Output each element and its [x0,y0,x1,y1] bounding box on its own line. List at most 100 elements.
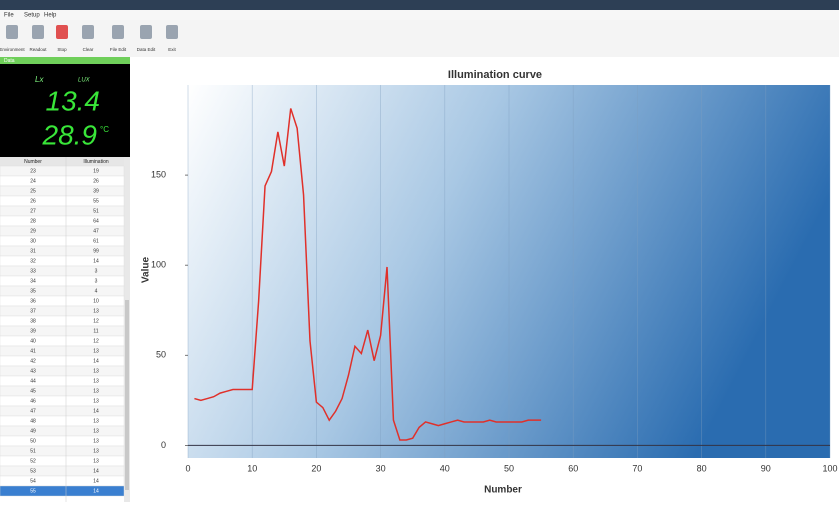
table-row[interactable] [0,165,125,177]
toolbar-icon[interactable] [32,25,44,39]
table-row[interactable] [0,235,125,247]
table-row[interactable] [0,175,125,187]
table-cell: 14 [93,488,99,494]
table-row[interactable] [0,415,125,427]
table-cell: 10 [93,298,99,304]
x-tick-label: 30 [376,463,386,473]
table-row[interactable] [0,325,125,337]
toolbar-label[interactable]: Readout [29,47,47,52]
table-row[interactable] [0,425,125,437]
table-cell: 46 [30,398,36,404]
table-cell: 27 [30,208,36,214]
table-cell: 12 [93,318,99,324]
toolbar-icon[interactable] [166,25,178,39]
table-row[interactable] [0,205,125,217]
table-cell: 42 [30,358,36,364]
table-cell: 4 [95,288,98,294]
x-tick-label: 0 [185,463,190,473]
x-tick-label: 40 [440,463,450,473]
table-cell: 13 [93,348,99,354]
toolbar-label[interactable]: File Edit [110,47,127,52]
table-row[interactable] [0,395,125,407]
temperature-unit: °C [100,125,109,134]
table-row[interactable] [0,485,125,497]
table-cell: 25 [30,188,36,194]
y-tick-label: 50 [156,350,166,360]
temperature-reading: 28.9 [42,119,98,150]
scroll-thumb[interactable] [125,300,129,490]
table-row[interactable] [0,225,125,237]
table-row[interactable] [0,455,125,467]
table-row[interactable] [0,365,125,377]
table-row[interactable] [0,435,125,447]
table-cell: 12 [93,338,99,344]
table-row[interactable] [0,345,125,357]
table-cell: 14 [93,258,99,264]
toolbar [0,20,839,57]
panel-header [0,57,130,64]
table-cell: 49 [30,428,36,434]
table-header-cell: Illumination [83,159,109,165]
table-row[interactable] [0,185,125,197]
table-row[interactable] [0,355,125,367]
table-cell: 47 [30,408,36,414]
toolbar-label[interactable]: Exit [168,47,176,52]
toolbar-icon[interactable] [112,25,124,39]
menu-item[interactable]: Setup [24,13,40,19]
table-cell: 28 [30,218,36,224]
table-cell: 19 [93,168,99,174]
table-cell: 13 [93,388,99,394]
table-row[interactable] [0,275,125,287]
table-cell: 24 [30,178,36,184]
toolbar-label[interactable]: Environment [0,47,25,52]
table-row[interactable] [0,305,125,317]
table-cell: 13 [93,368,99,374]
table-row[interactable] [0,385,125,397]
table-cell: 14 [93,478,99,484]
toolbar-icon[interactable] [56,25,68,39]
table-cell: 14 [93,468,99,474]
menu-item[interactable]: Help [44,13,57,19]
table-row[interactable] [0,265,125,277]
menu-item[interactable]: File [4,13,14,19]
table-cell: 26 [30,198,36,204]
table-row[interactable] [0,445,125,457]
table-row[interactable] [0,405,125,417]
table-cell: 51 [93,208,99,214]
table-cell: 3 [95,268,98,274]
table-row[interactable] [0,195,125,207]
table-cell: 64 [93,218,99,224]
x-tick-label: 20 [311,463,321,473]
toolbar-label[interactable]: Data Edit [137,47,156,52]
table-cell: 13 [93,378,99,384]
table-row[interactable] [0,215,125,227]
table-row[interactable] [0,465,125,477]
table-row[interactable] [0,295,125,307]
x-tick-label: 10 [247,463,257,473]
table-cell: 30 [30,238,36,244]
table-row[interactable] [0,375,125,387]
table-cell: 23 [30,168,36,174]
toolbar-label[interactable]: Stop [57,47,67,52]
table-row[interactable] [0,245,125,257]
table-row[interactable] [0,335,125,347]
table-cell: 13 [93,308,99,314]
table-cell: 45 [30,388,36,394]
table-cell: 13 [93,428,99,434]
toolbar-icon[interactable] [140,25,152,39]
table-row[interactable] [0,285,125,297]
unit: LUX [78,78,91,84]
table-cell: 50 [30,438,36,444]
toolbar-label[interactable]: Clear [83,47,94,52]
toolbar-icon[interactable] [6,25,18,39]
table-row[interactable] [0,315,125,327]
toolbar-icon[interactable] [82,25,94,39]
table-cell: 14 [93,358,99,364]
table-row[interactable] [0,255,125,267]
table-cell: 99 [93,248,99,254]
table-cell: 44 [30,378,36,384]
table-row[interactable] [0,475,125,487]
illumination-reading: 13.4 [46,85,101,116]
table-cell: 47 [93,228,99,234]
